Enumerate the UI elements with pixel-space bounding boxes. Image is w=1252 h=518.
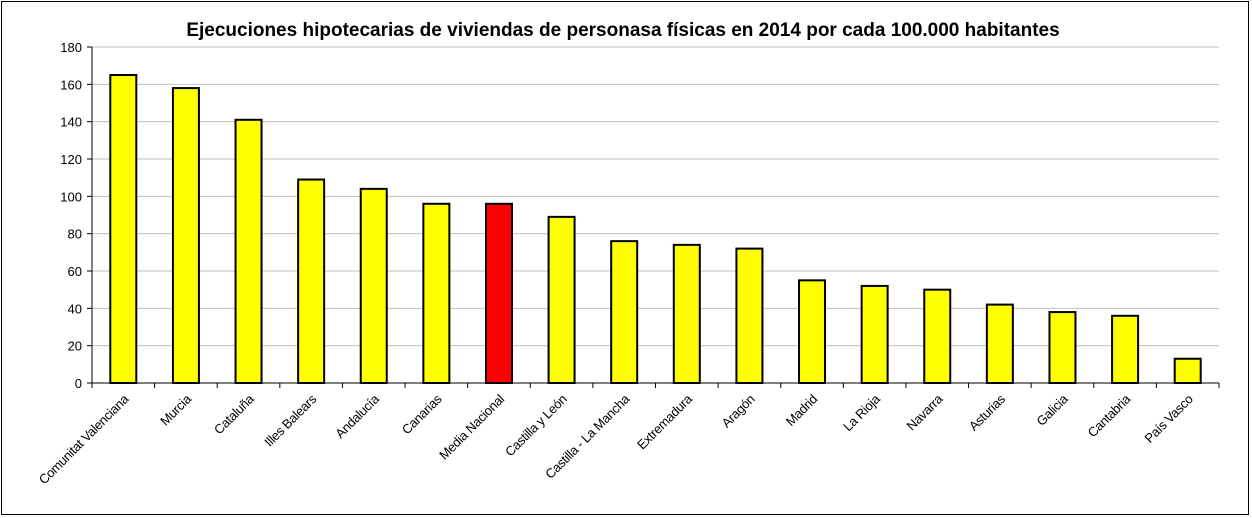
- y-tick-label: 180: [60, 40, 82, 55]
- x-tick-label: Madrid: [783, 391, 820, 428]
- bar: [547, 215, 576, 384]
- x-tick-label: Comunitat Valenciana: [36, 391, 132, 487]
- x-tick-label: País Vasco: [1142, 391, 1196, 445]
- y-tick-label: 100: [60, 189, 82, 204]
- y-tick-label: 20: [68, 339, 82, 354]
- x-tick-label: Illes Balears: [261, 391, 319, 449]
- y-tick-label: 60: [68, 264, 82, 279]
- x-tick-label: Murcia: [157, 391, 195, 429]
- chart-title: Ejecuciones hipotecarias de viviendas de…: [186, 20, 1059, 41]
- y-tick-label: 140: [60, 115, 82, 130]
- y-tick-label: 80: [68, 227, 82, 242]
- y-tick-label: 0: [75, 376, 82, 391]
- x-tick-label: Cataluña: [211, 391, 257, 437]
- y-tick-label: 120: [60, 152, 82, 167]
- bar: [234, 118, 263, 385]
- bar: [735, 247, 764, 384]
- bar: [297, 178, 326, 384]
- y-tick-labels: 0 20 40 60 80 100 120 140 160 180: [60, 40, 82, 391]
- bar: [171, 87, 200, 384]
- x-tick-label: Galicia: [1033, 391, 1071, 429]
- y-tick-label: 160: [60, 77, 82, 92]
- bars: [109, 74, 1202, 385]
- bar: [1048, 311, 1077, 385]
- axes: [87, 46, 1220, 388]
- x-tick-label: Andalucía: [332, 391, 382, 441]
- x-tick-label: Asturias: [966, 391, 1009, 434]
- x-tick-label: Media Nacional: [436, 391, 507, 462]
- bar: [422, 202, 451, 384]
- x-tick-label: La Rioja: [840, 391, 883, 434]
- x-tick-label: Canarias: [399, 391, 445, 437]
- gridlines: [92, 46, 1219, 347]
- bar: [359, 187, 388, 384]
- bar: [1173, 357, 1202, 385]
- bar: [484, 202, 513, 384]
- x-tick-label: Cantabria: [1085, 391, 1134, 440]
- bar: [672, 243, 701, 384]
- x-tick-label: Castilla y León: [502, 391, 570, 459]
- bar: [1111, 314, 1140, 384]
- bar: [798, 279, 827, 385]
- x-tick-label: Extremadura: [634, 391, 696, 453]
- bar: [109, 74, 138, 384]
- x-tick-label: Aragón: [719, 391, 758, 430]
- x-tick-label: Navarra: [904, 391, 947, 434]
- bar: [923, 288, 952, 384]
- bar: [985, 303, 1014, 385]
- y-tick-label: 40: [68, 301, 82, 316]
- bar: [610, 240, 639, 384]
- x-tick-labels: Comunitat Valenciana Murcia Cataluña Illes …: [36, 391, 1196, 487]
- bar: [860, 284, 889, 384]
